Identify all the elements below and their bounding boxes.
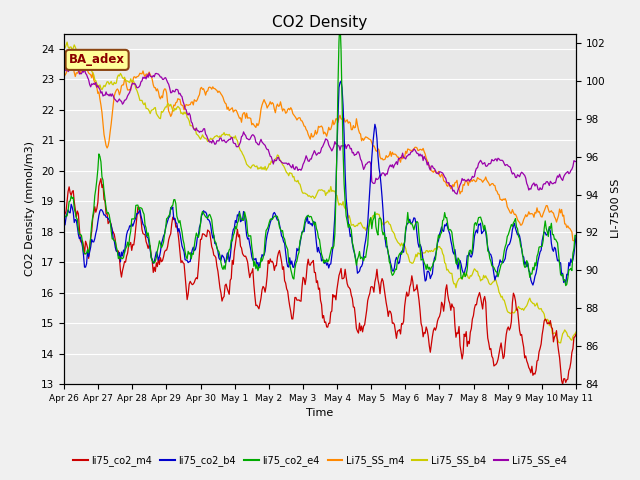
Legend: li75_co2_m4, li75_co2_b4, li75_co2_e4, Li75_SS_m4, Li75_SS_b4, Li75_SS_e4: li75_co2_m4, li75_co2_b4, li75_co2_e4, L… <box>69 452 571 470</box>
Title: CO2 Density: CO2 Density <box>273 15 367 30</box>
Y-axis label: LI-7500 SS: LI-7500 SS <box>611 179 621 239</box>
Y-axis label: CO2 Density (mmol/m3): CO2 Density (mmol/m3) <box>26 141 35 276</box>
X-axis label: Time: Time <box>307 408 333 418</box>
Text: BA_adex: BA_adex <box>69 53 125 66</box>
